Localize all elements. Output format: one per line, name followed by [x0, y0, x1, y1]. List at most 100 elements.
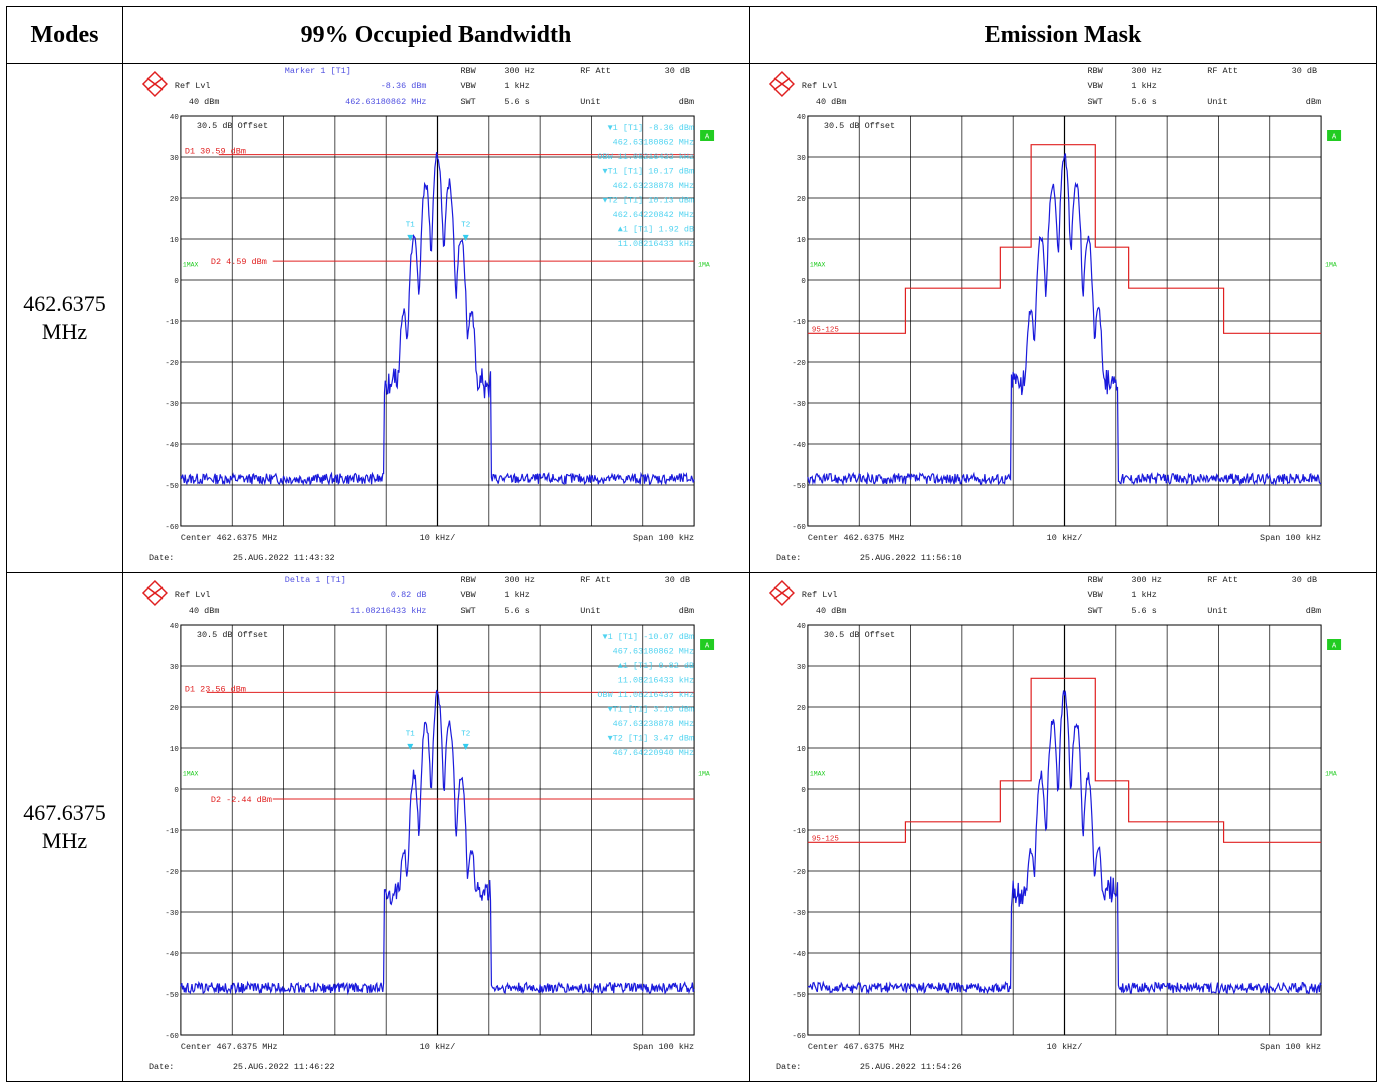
y-tick-label: -50 — [165, 992, 179, 1000]
results-table: Modes 99% Occupied Bandwidth Emission Ma… — [6, 6, 1377, 1082]
trace-label: 1MAX — [183, 262, 199, 269]
ref-lvl-value: 40 dBm — [189, 606, 220, 616]
marker-list-line: 462.63180862 MHz — [613, 137, 694, 147]
mode-cell-462: 462.6375 MHz — [6, 63, 123, 573]
status-badge-text: A — [705, 133, 710, 141]
spectrum-trace — [180, 689, 695, 996]
marker-list-line: 11.08216433 kHz — [618, 239, 694, 249]
y-tick-label: -50 — [165, 483, 179, 491]
y-tick-label: -20 — [165, 360, 179, 368]
status-badge-text: A — [705, 642, 710, 650]
marker-list-line: ▲1 [T1] 1.92 dB — [618, 224, 694, 234]
rbw-label: RBW — [460, 66, 476, 76]
status-badge — [1327, 130, 1342, 141]
mask-plot-462: Ref Lvl 40 dBm RBW 300 Hz VBW 1 kHz SWT 5.6 s RF… — [768, 66, 1342, 563]
offset-label: 30.5 dB Offset — [197, 121, 268, 131]
mask-plot-467: Ref Lvl 40 dBm RBW 300 Hz VBW 1 kHz SWT 5.6 s RF… — [768, 575, 1342, 1072]
span-label: Span 100 kHz — [633, 1042, 694, 1052]
y-tick-label: 20 — [797, 196, 806, 204]
y-tick-label: 30 — [797, 155, 806, 163]
trace-label-right: 1MA — [698, 771, 710, 778]
header-obw: 99% Occupied Bandwidth — [122, 6, 750, 64]
rbw-label: RBW — [460, 575, 476, 585]
marker-list-line: 467.63238878 MHz — [613, 719, 694, 729]
date-value: 25.AUG.2022 11:46:22 — [233, 1062, 335, 1072]
y-tick-label: 40 — [170, 114, 179, 122]
mode-freq: 467.6375 — [23, 800, 106, 825]
marker-list-line: OBW 11.08216433 kHz — [597, 152, 694, 162]
mask-plot-cell-462: Ref Lvl 40 dBm RBW 300 Hz VBW 1 kHz SWT 5.6 s RF… — [749, 63, 1377, 573]
mode-cell-467: 467.6375 MHz — [6, 572, 123, 1082]
y-tick-label: -10 — [165, 828, 179, 836]
t2-marker-icon — [462, 234, 469, 242]
trace-label-right: 1MA — [1325, 771, 1337, 778]
span-div: 10 kHz/ — [420, 533, 456, 543]
marker-list-line: ▼T2 [T1] 10.13 dBm — [603, 195, 695, 205]
mode-unit: MHz — [41, 828, 88, 853]
y-tick-label: 30 — [170, 155, 179, 163]
offset-label: 30.5 dB Offset — [197, 630, 268, 640]
marker-value: -8.36 dBm — [381, 81, 427, 91]
y-tick-label: -30 — [792, 401, 806, 409]
vbw-label: VBW — [1087, 590, 1103, 600]
marker-list-line: 462.64220842 MHz — [613, 210, 694, 220]
marker-list-line: ▼1 [T1] -8.36 dBm — [608, 123, 694, 133]
trace-label: 1MAX — [810, 262, 826, 269]
marker-list-line: OBW 11.08216433 kHz — [597, 690, 694, 700]
date-label: Date: — [776, 1062, 801, 1072]
date-label: Date: — [149, 553, 174, 563]
unit-label: Unit — [1207, 97, 1227, 107]
marker-value: 0.82 dB — [391, 590, 427, 600]
unit-value: dBm — [679, 606, 694, 616]
t2-marker-label: T2 — [461, 222, 470, 230]
y-tick-label: 0 — [801, 278, 806, 286]
mask-plot-cell-467: Ref Lvl 40 dBm RBW 300 Hz VBW 1 kHz SWT 5.6 s RF… — [749, 572, 1377, 1082]
rf-att-value: 30 dB — [665, 575, 690, 585]
rs-logo-stroke — [773, 586, 791, 600]
marker-list-line: 462.63238878 MHz — [613, 181, 694, 191]
rs-logo-stroke — [146, 586, 164, 600]
y-tick-label: -40 — [792, 442, 806, 450]
y-tick-label: 40 — [797, 623, 806, 631]
unit-label: Unit — [580, 97, 600, 107]
vbw-value: 1 kHz — [504, 590, 529, 600]
ref-lvl-value: 40 dBm — [189, 97, 220, 107]
date-value: 25.AUG.2022 11:54:26 — [860, 1062, 962, 1072]
t1-marker-label: T1 — [406, 731, 415, 739]
mask-label: 95-125 — [812, 835, 839, 843]
ref-lvl-label: Ref Lvl — [802, 81, 838, 91]
y-tick-label: 30 — [797, 664, 806, 672]
y-tick-label: -10 — [165, 319, 179, 327]
emission-mask-line — [807, 677, 1322, 843]
t1-marker-icon — [407, 743, 414, 751]
spectrum-trace — [807, 690, 1322, 995]
t2-marker-label: T2 — [461, 731, 470, 739]
unit-value: dBm — [1306, 97, 1321, 107]
rf-att-value: 30 dB — [1292, 575, 1317, 585]
rf-att-label: RF Att — [580, 66, 611, 76]
header-modes: Modes — [6, 6, 123, 64]
spectrum-trace — [807, 153, 1322, 487]
y-tick-label: -40 — [165, 442, 179, 450]
y-tick-label: -20 — [792, 869, 806, 877]
obw-plot-cell-467: Ref Lvl 40 dBm Delta 1 [T1] 0.82 dB 11.08216… — [122, 572, 750, 1082]
offset-label: 30.5 dB Offset — [824, 121, 895, 131]
row-467: 467.6375 MHz Ref Lvl 40 dBm Delta 1 [T1] 0.… — [6, 572, 1377, 1082]
y-tick-label: 0 — [801, 787, 806, 795]
y-tick-label: 10 — [797, 237, 806, 245]
unit-value: dBm — [1306, 606, 1321, 616]
center-freq: Center 467.6375 MHz — [808, 1042, 905, 1052]
y-tick-label: -40 — [165, 951, 179, 959]
trace-label: 1MAX — [810, 771, 826, 778]
marker-freq: 11.08216433 kHz — [350, 606, 426, 616]
y-tick-label: -50 — [792, 483, 806, 491]
y-tick-label: -20 — [792, 360, 806, 368]
swt-label: SWT — [460, 606, 475, 616]
marker-list-line: ▼T2 [T1] 3.47 dBm — [608, 733, 694, 743]
marker-list-line: ▼1 [T1] -10.07 dBm — [603, 632, 695, 642]
y-tick-label: 0 — [174, 787, 179, 795]
mode-freq: 462.6375 — [23, 291, 106, 316]
unit-label: Unit — [580, 606, 600, 616]
y-tick-label: 20 — [170, 196, 179, 204]
y-tick-label: -30 — [165, 401, 179, 409]
